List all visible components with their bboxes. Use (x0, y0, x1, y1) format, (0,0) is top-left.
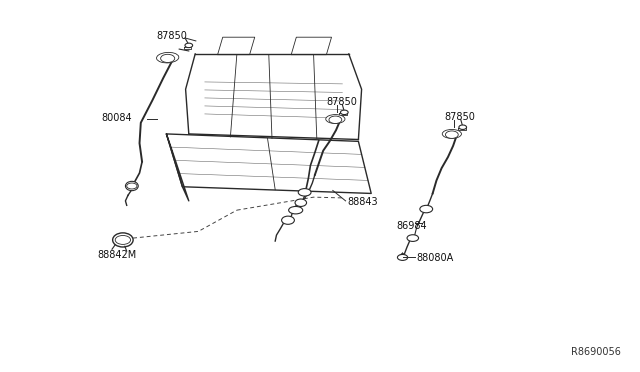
Text: 87850: 87850 (157, 32, 188, 41)
Text: 80084: 80084 (101, 113, 132, 123)
Circle shape (185, 43, 193, 48)
Circle shape (459, 125, 467, 129)
Circle shape (298, 189, 311, 196)
Text: 87850: 87850 (445, 112, 476, 122)
Text: 88080A: 88080A (416, 253, 453, 263)
Text: 87850: 87850 (326, 97, 357, 107)
Circle shape (161, 54, 175, 62)
Text: R8690056: R8690056 (571, 347, 621, 357)
Circle shape (115, 235, 131, 244)
Text: 86984: 86984 (397, 221, 428, 231)
Circle shape (329, 116, 342, 124)
Ellipse shape (289, 206, 303, 214)
Ellipse shape (113, 233, 133, 247)
Circle shape (340, 110, 348, 115)
Ellipse shape (295, 199, 307, 206)
Ellipse shape (282, 216, 294, 224)
Ellipse shape (442, 129, 461, 138)
Text: 88842M: 88842M (97, 250, 136, 260)
Ellipse shape (157, 52, 179, 63)
Circle shape (445, 131, 458, 138)
Ellipse shape (326, 115, 345, 124)
Circle shape (127, 183, 137, 189)
Ellipse shape (397, 254, 408, 260)
Text: 88843: 88843 (347, 198, 378, 207)
Circle shape (420, 205, 433, 213)
Ellipse shape (407, 235, 419, 241)
Ellipse shape (125, 181, 138, 190)
